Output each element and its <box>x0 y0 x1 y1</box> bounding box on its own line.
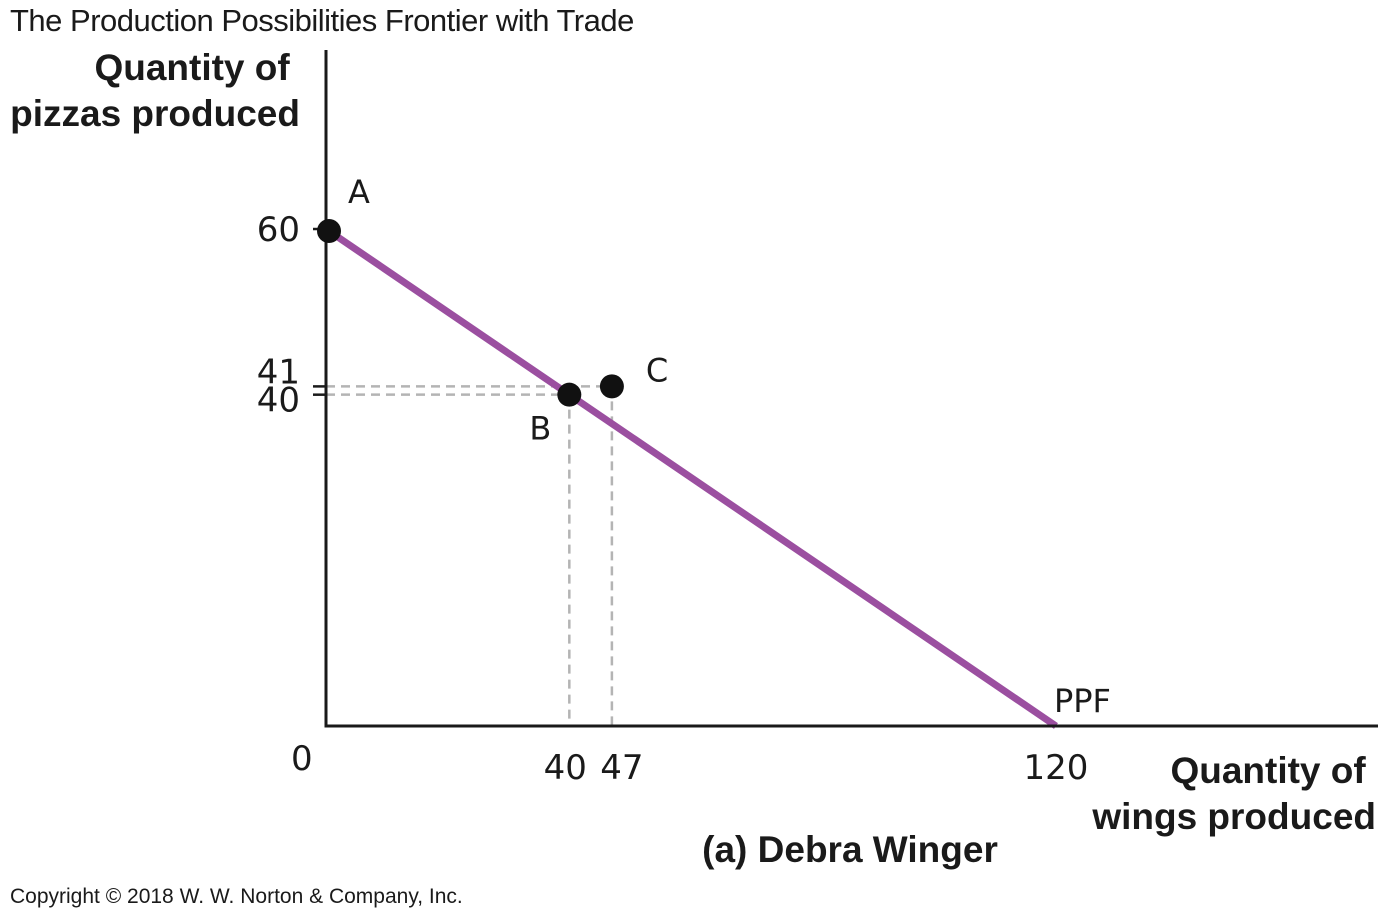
point-c <box>599 374 624 399</box>
point-label-b: B <box>529 410 551 448</box>
ppf-line <box>324 226 1058 729</box>
guide-lines <box>326 385 614 726</box>
x-tick-label-40: 40 <box>544 748 587 788</box>
axes <box>324 50 1378 728</box>
chart-title: The Production Possibilities Frontier wi… <box>10 3 634 38</box>
x-axis-title-line-1: Quantity of <box>1170 750 1366 791</box>
y-axis-title: Quantity of pizzas produced <box>10 47 300 134</box>
y-tick-label-40: 40 <box>257 381 300 421</box>
origin-label: 0 <box>291 739 313 779</box>
copyright-notice: Copyright © 2018 W. W. Norton & Company,… <box>10 885 463 908</box>
x-tick-label-120: 120 <box>1024 748 1089 788</box>
x-axis-title: Quantity of wings produced <box>1091 750 1376 837</box>
y-axis-title-line-2: pizzas produced <box>10 93 300 134</box>
data-points: A B C <box>317 173 668 448</box>
point-a <box>317 219 341 244</box>
x-tick-label-47: 47 <box>600 748 643 788</box>
y-tick-label-41: 41 <box>257 352 300 392</box>
panel-caption: (a) Debra Winger <box>702 829 998 870</box>
ppf-series: PPF <box>324 226 1111 729</box>
point-label-a: A <box>348 173 370 211</box>
ppf-label: PPF <box>1054 682 1111 720</box>
point-b <box>557 382 582 407</box>
point-label-c: C <box>646 351 668 389</box>
y-axis-title-line-1: Quantity of <box>94 47 290 88</box>
x-axis-title-line-2: wings produced <box>1091 796 1376 837</box>
y-tick-label-60: 60 <box>257 210 300 250</box>
